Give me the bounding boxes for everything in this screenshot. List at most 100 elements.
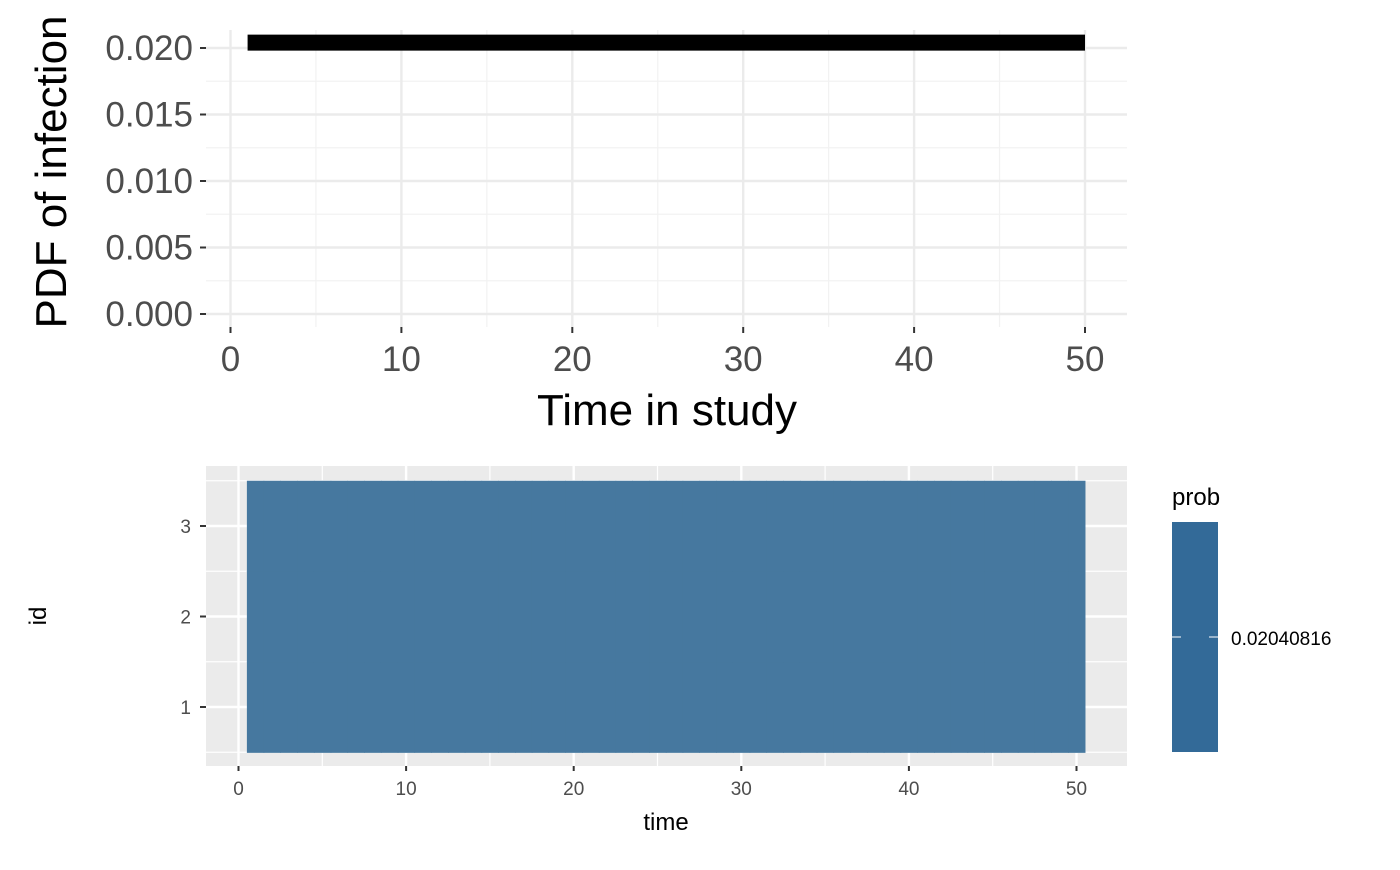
heatmap-tile <box>330 480 349 572</box>
legend-label: 0.02040816 <box>1231 629 1331 650</box>
heatmap-tile <box>431 661 449 753</box>
heatmap-tile <box>649 571 667 663</box>
heatmap-x-tick-label: 50 <box>1066 779 1087 800</box>
heatmap-tile <box>766 571 784 663</box>
heatmap-tile <box>481 480 499 572</box>
heatmap-tile <box>280 661 298 753</box>
heatmap-tile <box>582 661 600 753</box>
heatmap-tile <box>498 480 516 572</box>
heatmap-tile <box>615 480 633 572</box>
heatmap-tile <box>297 661 315 753</box>
pdf-x-tick-label: 40 <box>895 340 934 379</box>
heatmap-tile <box>699 480 717 572</box>
heatmap-tile <box>1001 480 1019 572</box>
heatmap-tile <box>749 480 768 572</box>
heatmap-tile <box>883 480 902 572</box>
heatmap-tile <box>900 661 918 753</box>
heatmap-tile <box>481 661 499 753</box>
heatmap-tile <box>380 480 399 572</box>
heatmap-tile <box>867 571 885 663</box>
heatmap-x-tick-label: 0 <box>233 779 244 800</box>
heatmap-tile <box>531 571 550 663</box>
heatmap-tile <box>649 661 667 753</box>
pdf-x-tick-label: 30 <box>724 340 763 379</box>
pdf-chart-tick-labels: 0 10 20 30 40 50 0.000 0.005 0.010 0.015 0.020 <box>105 29 1104 379</box>
heatmap-tile <box>531 480 550 572</box>
heatmap-x-tick-label: 10 <box>396 779 417 800</box>
heatmap-tile <box>833 480 851 572</box>
heatmap-tile <box>833 571 851 663</box>
heatmap-tile <box>515 661 533 753</box>
heatmap-tile <box>364 480 382 572</box>
heatmap-tile <box>799 480 818 572</box>
pdf-x-tick-label: 0 <box>221 340 240 379</box>
heatmap-x-tick-label: 40 <box>898 779 919 800</box>
heatmap-tile <box>816 480 835 572</box>
heatmap-tile <box>598 480 617 572</box>
heatmap-tile <box>297 571 315 663</box>
heatmap-tile <box>934 661 952 753</box>
heatmap-tile <box>1017 480 1036 572</box>
heatmap-tile <box>515 480 533 572</box>
heatmap-tile <box>481 571 499 663</box>
heatmap-tile <box>347 661 365 753</box>
heatmap-tile <box>632 571 650 663</box>
heatmap-tile <box>448 661 466 753</box>
heatmap-tile <box>632 480 650 572</box>
heatmap-tile <box>766 480 784 572</box>
heatmap-tile <box>716 661 734 753</box>
heatmap-tile <box>448 480 466 572</box>
prob-heatmap: 0 10 20 30 40 50 1 2 3 time id prob 0.02040816 <box>25 466 1331 836</box>
pdf-x-tick-label: 50 <box>1066 340 1105 379</box>
heatmap-tile <box>732 571 751 663</box>
heatmap-tile <box>330 661 349 753</box>
heatmap-tile <box>682 571 700 663</box>
heatmap-tile <box>1017 661 1036 753</box>
heatmap-tile <box>347 571 365 663</box>
heatmap-tile <box>984 571 1002 663</box>
heatmap-tile <box>682 661 700 753</box>
heatmap-tile <box>917 661 935 753</box>
heatmap-tile <box>682 480 700 572</box>
heatmap-tile <box>431 571 449 663</box>
heatmap-tile <box>749 571 768 663</box>
heatmap-tile <box>431 480 449 572</box>
heatmap-tile <box>950 571 969 663</box>
heatmap-tile <box>1034 571 1052 663</box>
heatmap-tile <box>397 661 416 753</box>
heatmap-tile <box>665 661 684 753</box>
heatmap-tile <box>263 480 281 572</box>
heatmap-tile <box>799 571 818 663</box>
heatmap-tile <box>716 571 734 663</box>
heatmap-tile <box>883 661 902 753</box>
heatmap-x-tick-label: 30 <box>731 779 752 800</box>
heatmap-tile <box>330 571 349 663</box>
heatmap-tile <box>950 661 969 753</box>
heatmap-tile <box>313 480 332 572</box>
heatmap-tile <box>246 661 265 753</box>
heatmap-tile <box>464 480 483 572</box>
heatmap-tile <box>649 480 667 572</box>
heatmap-tile <box>984 480 1002 572</box>
heatmap-tile <box>263 661 281 753</box>
heatmap-tile <box>615 571 633 663</box>
pdf-x-tick-label: 20 <box>553 340 592 379</box>
heatmap-tile <box>598 571 617 663</box>
heatmap-tile <box>498 661 516 753</box>
heatmap-tile <box>716 480 734 572</box>
heatmap-tile <box>867 661 885 753</box>
heatmap-tile <box>280 480 298 572</box>
heatmap-x-tick-label: 20 <box>563 779 584 800</box>
heatmap-tile <box>582 571 600 663</box>
pdf-y-tick-label: 0.010 <box>105 162 193 201</box>
heatmap-tile <box>414 571 432 663</box>
legend-title: prob <box>1172 484 1220 511</box>
heatmap-tile <box>967 480 985 572</box>
heatmap-tile <box>448 571 466 663</box>
heatmap-tile <box>900 571 918 663</box>
heatmap-tile <box>364 571 382 663</box>
heatmap-tick-labels: 0 10 20 30 40 50 1 2 3 <box>180 517 1087 800</box>
heatmap-tile <box>548 571 566 663</box>
